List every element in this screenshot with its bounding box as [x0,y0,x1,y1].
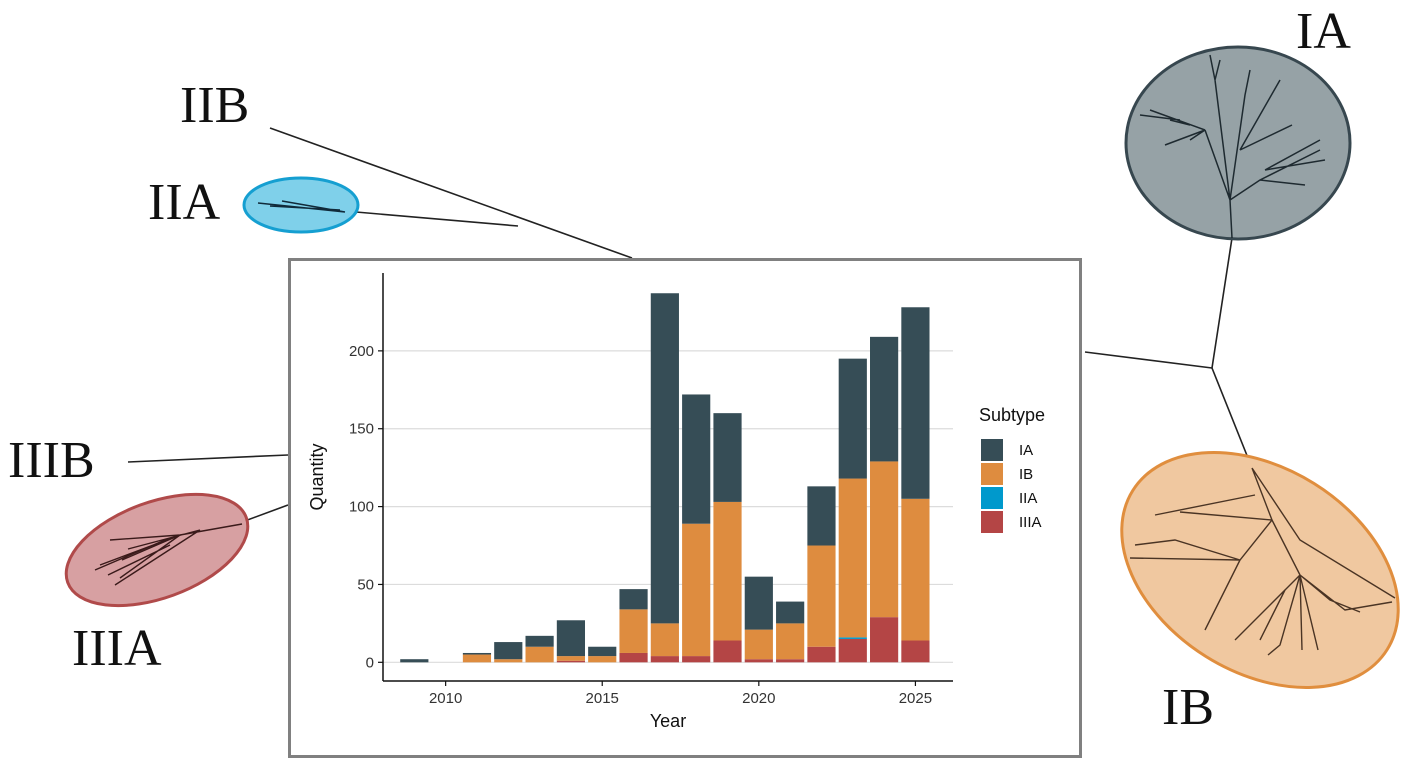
branch-ia-stem [1211,237,1233,369]
bar-ia-2016 [619,589,648,610]
bar-iiia-2024 [870,617,899,663]
label-iiia: IIIA [72,620,162,677]
clade-ia-subtree [1139,54,1326,239]
y-tick-label: 200 [349,343,374,360]
x-axis-title: Year [650,711,686,731]
bar-ia-2023 [838,358,867,479]
y-axis-title: Quantity [307,443,327,510]
bar-ia-2011 [462,652,492,655]
legend-title: Subtype [979,405,1045,425]
bar-iiia-2022 [807,646,836,663]
bars [400,293,930,663]
bar-iiia-2023 [838,638,867,663]
bar-ia-2025 [901,307,930,499]
label-ia: IA [1296,3,1351,60]
clade-iia-subtree [257,200,346,213]
bar-iiia-2021 [776,659,805,663]
x-tick-label: 2010 [429,690,462,707]
legend: Subtype IA IB IIA IIIA [979,405,1045,533]
label-iib: IIB [180,77,249,134]
stacked-bar-chart: 0 50 100 150 200 2010 2015 2020 2025 Quantity Ye… [307,273,1045,731]
bar-ia-2013 [525,635,554,647]
branch-ib-stem [1211,367,1253,469]
clade-iiia-subtree [94,523,243,586]
bar-ia-2017 [650,293,679,624]
axes: 0 50 100 150 200 2010 2015 2020 2025 [349,273,953,707]
bar-ib-2025 [901,498,930,641]
bar-ib-2012 [494,659,523,663]
bar-ib-2023 [838,478,867,638]
y-tick-label: 50 [357,576,374,593]
bar-ia-2020 [744,576,773,630]
legend-swatch-iiia [981,511,1003,533]
bar-ib-2018 [682,523,711,657]
x-tick-label: 2015 [586,690,619,707]
legend-label-ib: IB [1019,466,1033,483]
bar-ib-2021 [776,623,805,660]
bar-ia-2019 [713,413,742,502]
bar-ib-2019 [713,501,742,641]
bar-ib-2015 [588,656,617,663]
bar-iiia-2018 [682,656,711,663]
bar-iiia-2020 [744,659,773,663]
branch-iib [269,127,633,259]
branch-iia [355,211,519,227]
legend-label-iiia: IIIA [1019,514,1042,531]
label-iia: IIA [148,174,221,231]
bar-ia-2015 [588,646,617,657]
branch-iiia [241,504,289,523]
legend-label-ia: IA [1019,442,1033,459]
legend-swatch-iia [981,487,1003,509]
bar-iiia-2017 [650,656,679,663]
label-ib: IB [1162,679,1214,736]
bar-ia-2024 [870,336,899,462]
bar-ia-2012 [494,642,523,660]
bar-ib-2011 [462,654,492,663]
clade-ib-subtree [1129,467,1396,656]
clade-iiia-ellipse [64,492,250,608]
bar-ib-2013 [525,646,554,663]
tree-branches [127,127,1253,523]
bar-ib-2022 [807,545,836,647]
y-tick-label: 100 [349,499,374,516]
bar-ib-2020 [744,629,773,660]
x-tick-label: 2020 [742,690,775,707]
clade-ib-ellipse [1120,451,1400,689]
bar-ia-2009 [400,659,429,663]
bar-iiia-2019 [713,640,742,663]
bar-ia-2018 [682,394,711,524]
bar-iiia-2025 [901,640,930,663]
label-iiib: IIIB [8,432,95,489]
chart-panel: 0 50 100 150 200 2010 2015 2020 2025 Quantity Ye… [288,258,1082,758]
y-tick-label: 0 [366,654,374,671]
bar-ib-2024 [870,461,899,618]
bar-iia-2023 [838,637,867,639]
branch-center [1084,351,1213,369]
bar-ia-2022 [807,486,836,546]
bar-ib-2017 [650,623,679,657]
legend-swatch-ib [981,463,1003,485]
bar-ib-2016 [619,609,648,653]
x-tick-label: 2025 [899,690,932,707]
legend-swatch-ia [981,439,1003,461]
bar-ia-2021 [776,601,805,624]
bar-iiia-2016 [619,652,648,663]
y-tick-label: 150 [349,421,374,438]
legend-label-iia: IIA [1019,490,1037,507]
branch-iiib [127,454,289,463]
bar-ia-2014 [556,620,586,657]
bar-ib-2014 [556,656,586,661]
bar-iiia-2014 [556,660,586,663]
